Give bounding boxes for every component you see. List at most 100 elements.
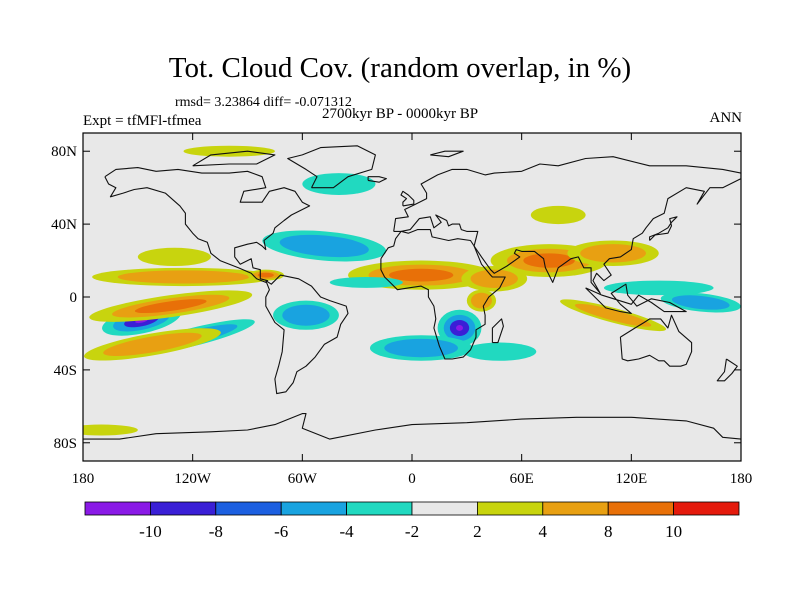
experiment-label: Expt = tfMFl-tfmea xyxy=(83,113,202,129)
anomaly-southern-africa xyxy=(437,309,482,347)
colorbar-swatch xyxy=(607,501,675,516)
anomaly-level xyxy=(530,205,586,225)
coastline-arctic-islands xyxy=(192,150,276,167)
anomaly-equatorial-east-pacific xyxy=(92,267,275,287)
anomaly-north-atlantic xyxy=(262,230,387,262)
anomaly-level xyxy=(279,234,369,258)
anomaly-level xyxy=(329,276,403,288)
y-tick-label: 40N xyxy=(51,217,77,233)
anomaly-central-america xyxy=(247,269,285,281)
colorbar-swatch xyxy=(476,501,544,516)
anomaly-level xyxy=(580,244,646,263)
coastline-australia xyxy=(619,314,693,367)
x-tick-label: 120W xyxy=(174,471,212,487)
anomaly-level xyxy=(574,303,652,327)
colorbar-label: -8 xyxy=(209,522,223,541)
x-axis: 180 120W 60W 0 60E 120E 180 xyxy=(72,133,753,487)
anomaly-level xyxy=(134,299,207,314)
coastline-africa xyxy=(380,229,506,360)
colorbar-label: -4 xyxy=(340,522,355,541)
anomaly-south-pacific-band xyxy=(84,328,221,361)
anomaly-southeast-asia xyxy=(567,240,659,267)
anomaly-amazon xyxy=(273,300,339,330)
anomaly-level xyxy=(470,292,492,309)
y-tick-label: 0 xyxy=(70,290,78,306)
colorbar-swatch xyxy=(411,501,478,516)
chart-title: Tot. Cloud Cov. (random overlap, in %) xyxy=(168,52,632,84)
y-axis: 80N 40N 0 40S 80S xyxy=(51,144,741,452)
anomaly-level xyxy=(671,295,730,310)
colorbar-swatch xyxy=(149,501,217,516)
colorbar-label: -10 xyxy=(139,522,162,541)
anomaly-contours xyxy=(83,145,741,436)
anomaly-southern-ocean xyxy=(560,299,667,332)
season-label: ANN xyxy=(709,110,743,126)
y-tick-label: 80N xyxy=(51,144,77,160)
anomaly-level xyxy=(388,268,454,282)
x-tick-label: 0 xyxy=(408,471,416,487)
anomaly-north-eurasia xyxy=(530,205,586,225)
anomaly-level xyxy=(83,424,138,436)
anomaly-level xyxy=(603,280,714,296)
anomaly-north-pacific xyxy=(137,247,211,267)
anomaly-level xyxy=(103,332,202,357)
x-tick-label: 180 xyxy=(730,471,753,487)
colorbar-label: 2 xyxy=(473,522,482,541)
x-tick-label: 120E xyxy=(615,471,647,487)
colorbar: -10 -8 -6 -4 -2 2 4 8 10 xyxy=(84,501,740,541)
colorbar-label: 4 xyxy=(539,522,548,541)
coastline-greenland xyxy=(287,145,376,189)
anomaly-level xyxy=(183,145,275,157)
anomaly-east-africa xyxy=(466,289,497,312)
coastline-eurasia xyxy=(393,156,741,294)
anomaly-level xyxy=(470,269,518,288)
colorbar-label: 10 xyxy=(665,522,682,541)
x-tick-label: 60W xyxy=(288,471,318,487)
coastline-uk xyxy=(400,190,415,207)
coastline-new-zealand xyxy=(716,358,738,382)
coastlines xyxy=(83,145,741,440)
anomaly-level xyxy=(137,247,211,267)
colorbar-swatch xyxy=(215,501,282,516)
colorbar-label: 8 xyxy=(604,522,613,541)
anomaly-sahara-sahel xyxy=(348,260,495,290)
x-tick-label: 60E xyxy=(510,471,534,487)
anomaly-tropical-atlantic xyxy=(329,276,403,288)
colorbar-swatch xyxy=(84,501,151,516)
anomaly-subtropical-south-pacific xyxy=(89,290,253,322)
colorbar-label: -6 xyxy=(274,522,288,541)
coastline-japan xyxy=(649,216,678,241)
coastline-iceland xyxy=(367,176,387,183)
colorbar-swatch xyxy=(673,501,740,516)
anomaly-level xyxy=(117,270,250,284)
anomaly-level xyxy=(282,304,330,326)
anomaly-level xyxy=(523,253,575,268)
x-tick-label: 180 xyxy=(72,471,95,487)
colorbar-swatch xyxy=(542,501,609,516)
coastline-antarctica xyxy=(83,413,741,440)
rmsd-diff-stats: rmsd= 3.23864 diff= -0.071312 xyxy=(175,95,352,110)
anomaly-madagascar xyxy=(463,342,537,361)
anomaly-antarctica-coast xyxy=(83,424,138,436)
anomaly-level xyxy=(456,325,464,331)
colorbar-swatch xyxy=(280,501,348,516)
coastline-madagascar xyxy=(491,318,504,344)
anomaly-south-atlantic xyxy=(369,335,473,361)
y-tick-label: 80S xyxy=(54,436,77,452)
y-tick-label: 40S xyxy=(54,363,77,379)
anomaly-level xyxy=(384,338,458,358)
coastline-indonesia xyxy=(585,283,687,314)
time-period-label: 2700kyr BP - 0000kyr BP xyxy=(322,106,479,122)
anomaly-tropical-west-pacific xyxy=(603,280,714,296)
anomaly-level xyxy=(463,342,537,361)
coastline-north-america xyxy=(104,167,311,283)
colorbar-label: -2 xyxy=(405,522,419,541)
anomaly-arctic-canada xyxy=(183,145,275,157)
colorbar-swatch xyxy=(346,501,413,516)
coastline-svalbard xyxy=(430,150,464,158)
anomaly-arabia xyxy=(461,266,528,292)
anomaly-level xyxy=(257,272,274,278)
coastline-south-america xyxy=(265,274,349,395)
anomaly-west-pacific-itcz xyxy=(660,292,741,313)
